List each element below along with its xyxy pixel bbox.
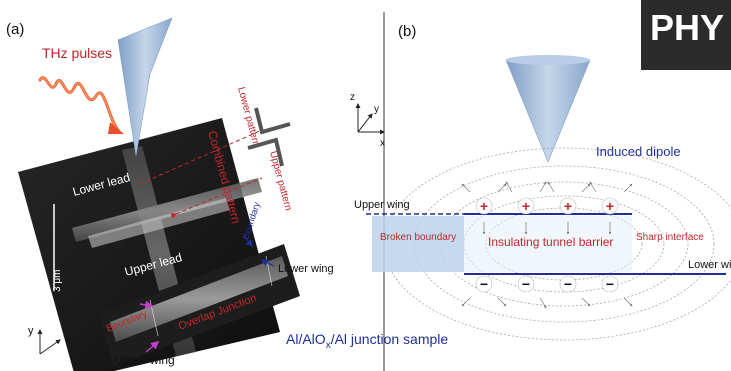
upper-pattern-shape [247, 137, 284, 167]
svg-text:+: + [564, 198, 572, 214]
minus-charge: − [517, 275, 535, 293]
thz-arrow-head [108, 122, 124, 134]
boundary-top-arrow [243, 235, 253, 248]
sharp-interface-label: Sharp interface [636, 232, 704, 243]
upper-wing-arrow [145, 340, 160, 353]
panel-a-label: (a) [6, 21, 24, 38]
plus-charge: + [475, 197, 493, 215]
field-arrows [461, 181, 633, 309]
insulating-barrier-label: Insulating tunnel barrier [488, 235, 613, 249]
svg-text:+: + [606, 198, 614, 214]
svg-text:−: − [480, 276, 488, 292]
svg-text:−: − [522, 276, 530, 292]
negative-charges: − − − − [475, 275, 619, 293]
upper-wing-label-b: Upper wing [354, 199, 410, 211]
axis-y-a: y [28, 325, 34, 337]
axis-x-a: x [66, 335, 72, 347]
broken-boundary-region [372, 216, 464, 272]
lower-wing-arrow [260, 259, 275, 267]
lower-pattern-guide [139, 129, 263, 185]
logo-text: PHY [650, 7, 724, 48]
barrier-region [464, 216, 632, 272]
minus-charge: − [559, 275, 577, 293]
scale-bar-label: 3 μm [52, 270, 63, 292]
tip-b [505, 59, 591, 163]
plus-charge: + [517, 197, 535, 215]
panel-b-label: (b) [398, 23, 416, 40]
sample-label: Al/AlOx/Al junction sample [286, 331, 448, 351]
svg-text:+: + [522, 198, 530, 214]
panel-a: (a) THz pulses 3 μm Lower lead Upper lea… [6, 17, 448, 371]
broken-boundary-label: Broken boundary [380, 232, 456, 243]
axes-b: z y x [350, 92, 385, 149]
axes-a: y x [28, 325, 72, 355]
lower-wing-label-b: Lower wing [688, 259, 731, 271]
axis-z-b: z [350, 92, 355, 103]
axis-x-b: x [380, 138, 385, 149]
svg-text:+: + [480, 198, 488, 214]
boundary-left-arrow [139, 300, 154, 310]
plus-charge: + [559, 197, 577, 215]
upper-wing-label-a: Upper wing [114, 353, 175, 367]
plus-charge: + [601, 197, 619, 215]
induced-dipole-label: Induced dipole [596, 144, 681, 159]
panel-b: (b) z y x Induced dipole U [350, 23, 731, 341]
axis-y-b: y [374, 104, 379, 115]
upper-pattern-guide [170, 177, 263, 219]
lower-wing-label: Lower wing [278, 263, 334, 275]
lower-pattern-shape [254, 107, 291, 135]
minus-charge: − [475, 275, 493, 293]
minus-charge: − [601, 275, 619, 293]
svg-text:−: − [606, 276, 614, 292]
svg-text:−: − [564, 276, 572, 292]
positive-charges: + + + + [475, 197, 619, 215]
thz-pulses-label: THz pulses [42, 45, 112, 61]
tip-a [117, 17, 173, 157]
logo: PHY [641, 0, 731, 70]
